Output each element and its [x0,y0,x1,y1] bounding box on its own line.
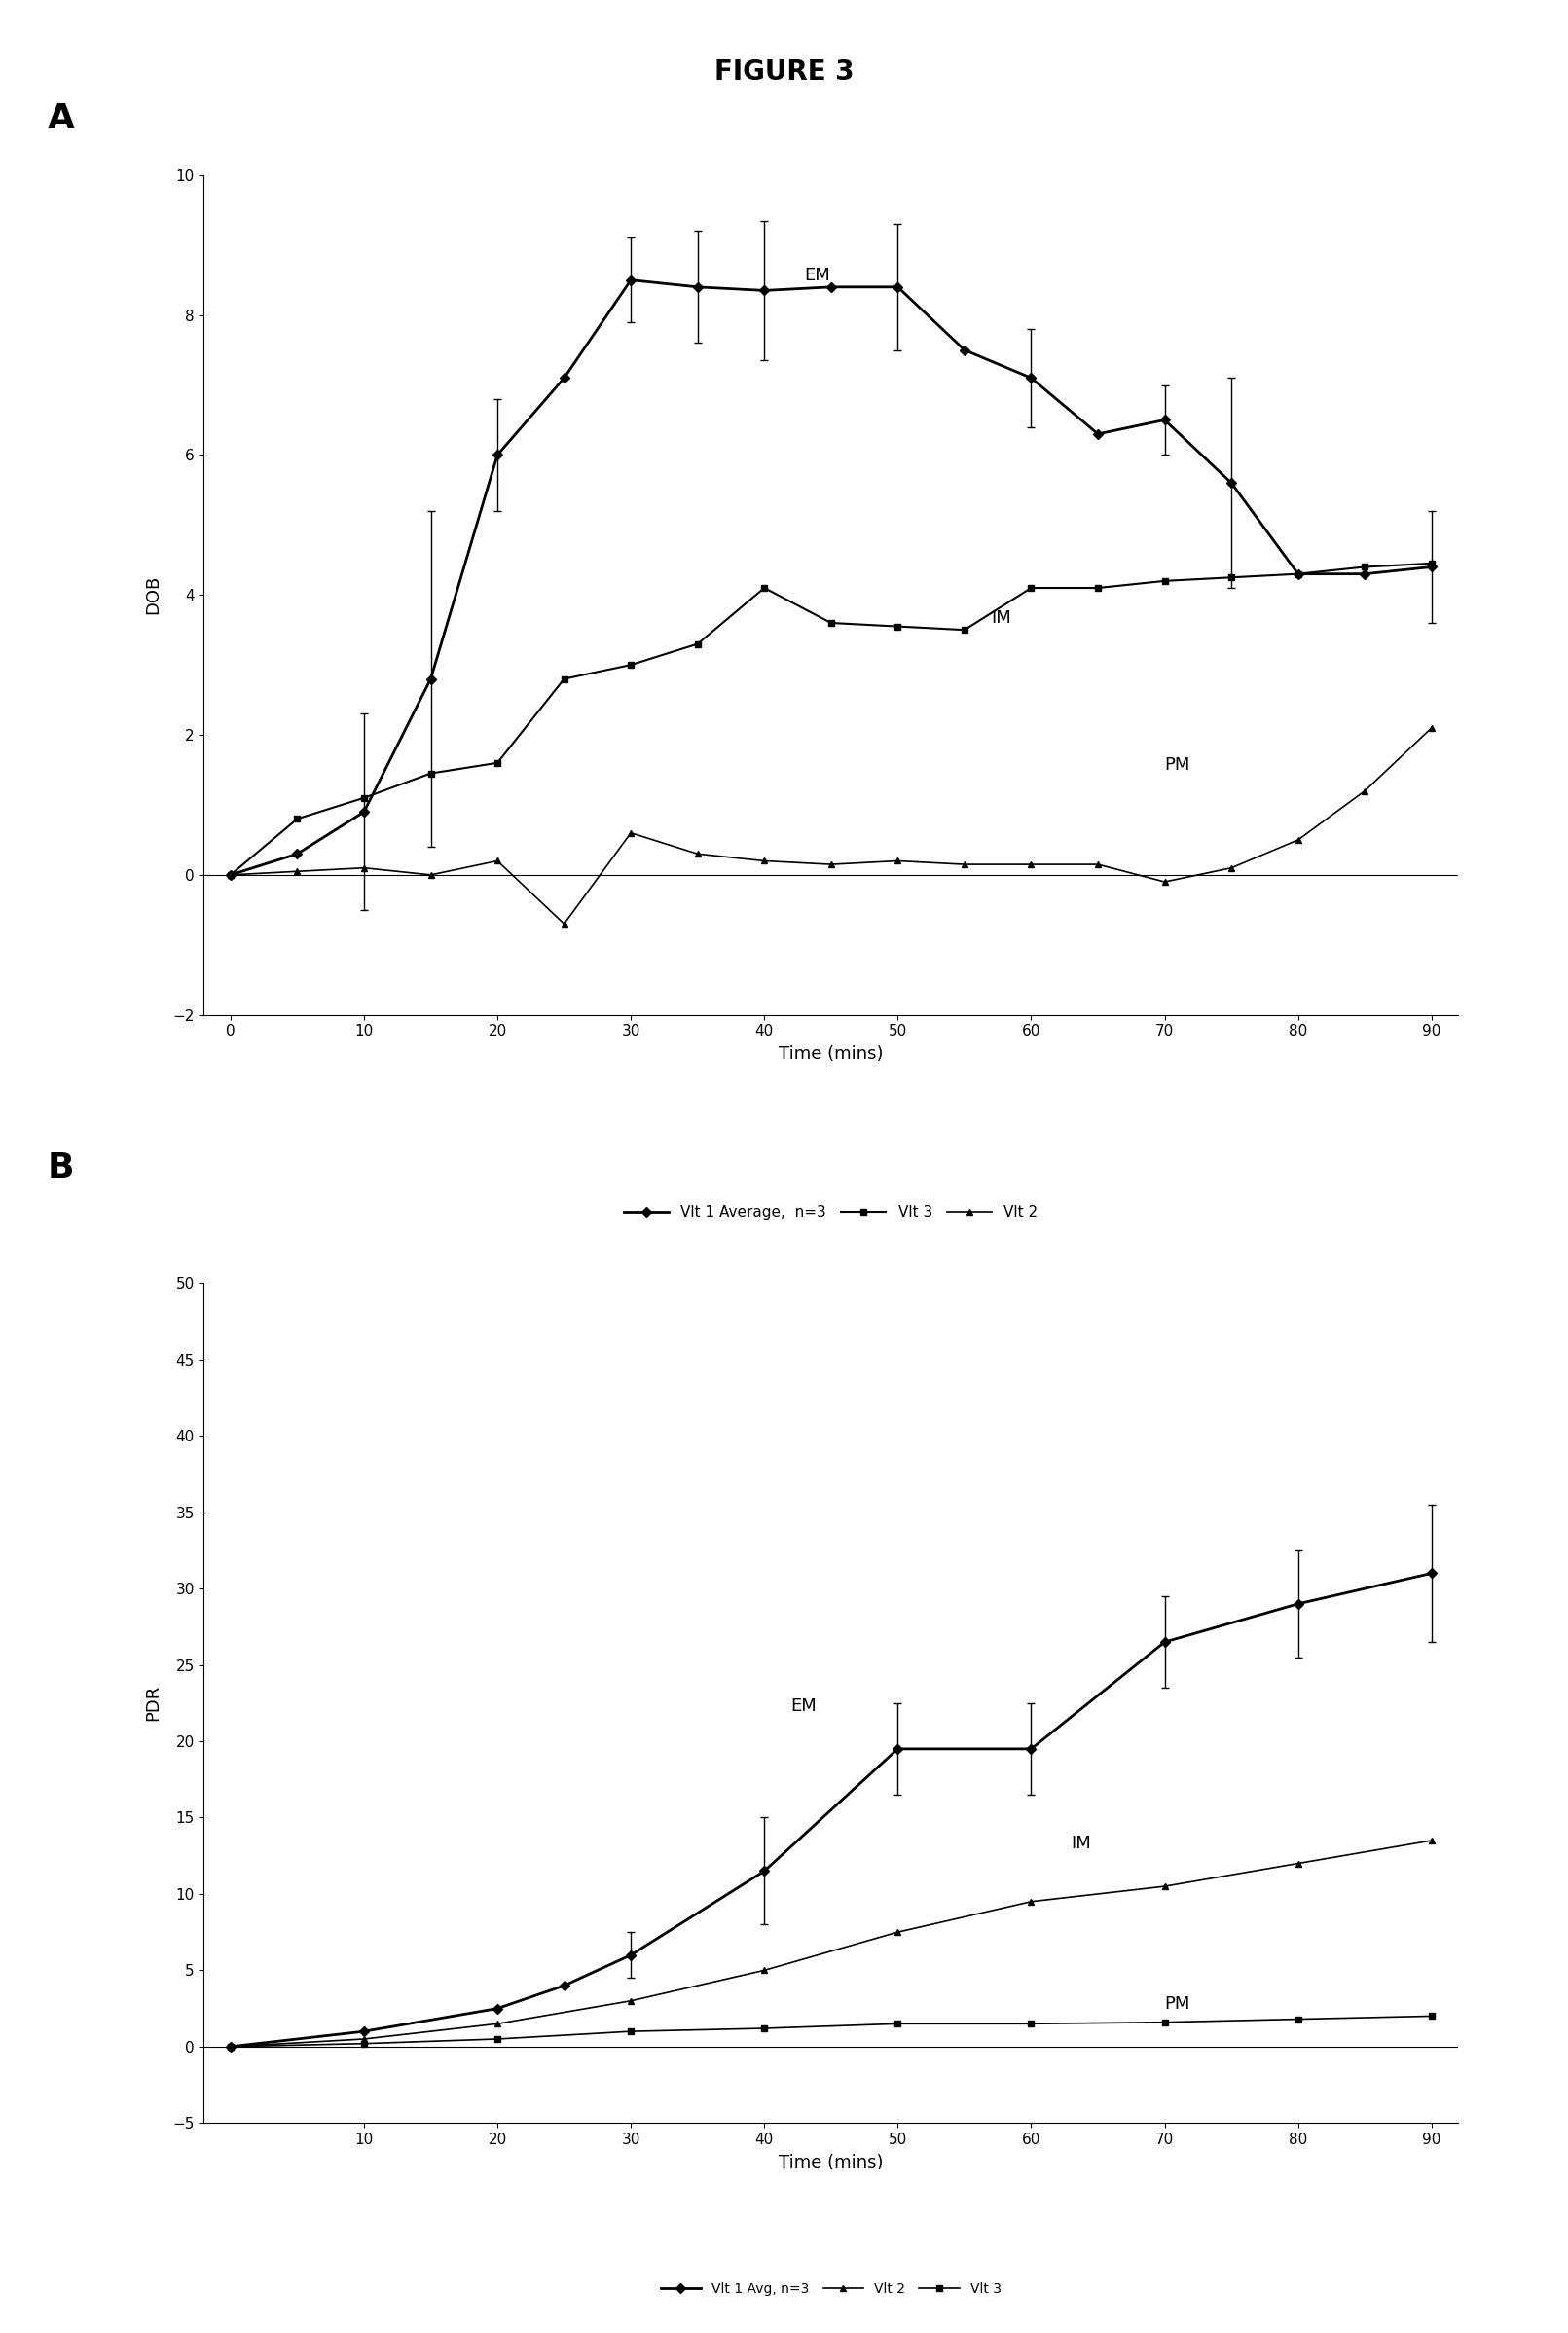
Text: IM: IM [991,609,1011,628]
Text: B: B [47,1153,74,1185]
Text: A: A [47,103,74,135]
Text: FIGURE 3: FIGURE 3 [713,58,855,86]
Text: EM: EM [804,266,831,285]
Legend: Vlt 1 Average,  n=3, Vlt 3, Vlt 2: Vlt 1 Average, n=3, Vlt 3, Vlt 2 [618,1199,1044,1225]
Y-axis label: DOB: DOB [144,576,162,614]
X-axis label: Time (mins): Time (mins) [779,2153,883,2172]
Text: EM: EM [790,1696,817,1715]
Legend: Vlt 1 Avg, n=3, Vlt 2, Vlt 3: Vlt 1 Avg, n=3, Vlt 2, Vlt 3 [655,2277,1007,2300]
Text: PM: PM [1165,756,1190,775]
X-axis label: Time (mins): Time (mins) [779,1045,883,1064]
Text: IM: IM [1071,1834,1091,1852]
Y-axis label: PDR: PDR [144,1684,162,1722]
Text: PM: PM [1165,1995,1190,2013]
